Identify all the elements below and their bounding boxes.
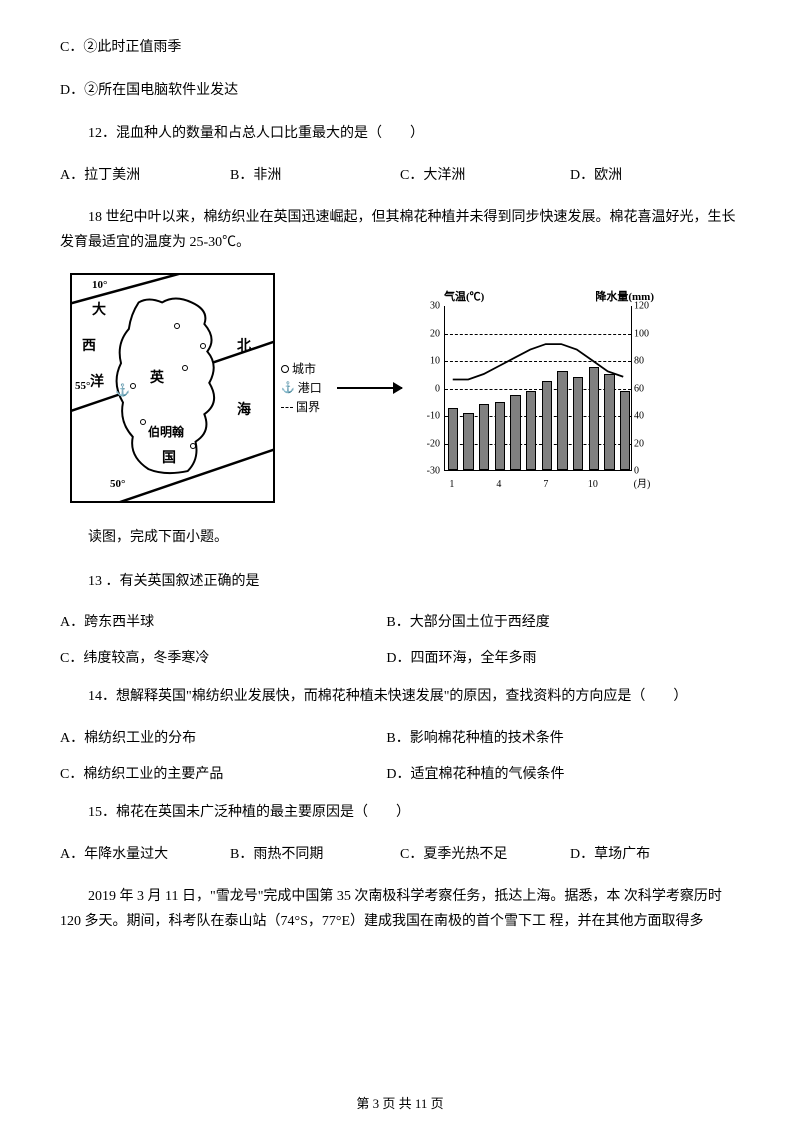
read-prompt: 读图，完成下面小题。 <box>60 525 740 550</box>
ytick-left: 20 <box>416 328 440 339</box>
passage-uk-cotton: 18 世纪中叶以来，棉纺织业在英国迅速崛起，但其棉花种植并未得到同步快速发展。棉… <box>60 205 740 255</box>
port-mark: ⚓ <box>115 383 130 398</box>
map-text-bei: 北 <box>237 339 251 356</box>
ytick-right: 80 <box>634 356 658 367</box>
map-text-bmh: 伯明翰 <box>148 423 184 440</box>
figure-container: 10° 55° 50° 大 西 洋 北 英 海 国 伯明翰 ⚓ 城市 ⚓港口 国… <box>70 273 740 503</box>
q14-row2: C．棉纺织工业的主要产品 D．适宜棉花种植的气候条件 <box>60 764 740 786</box>
q14-b: B．影响棉花种植的技术条件 <box>386 728 740 750</box>
q13-c: C．纬度较高，冬季寒冷 <box>60 648 386 670</box>
q15-a: A．年降水量过大 <box>60 844 230 866</box>
q12-stem: 12．混血种人的数量和占总人口比重最大的是（ ） <box>60 121 740 146</box>
lat-50: 50° <box>110 478 125 490</box>
chart-title-left: 气温(℃) <box>444 288 484 304</box>
ytick-left: -10 <box>416 411 440 422</box>
ytick-left: 0 <box>416 383 440 394</box>
xtick: 7 <box>543 479 548 490</box>
ytick-left: -20 <box>416 438 440 449</box>
ytick-left: 30 <box>416 301 440 312</box>
q12-a: A．拉丁美洲 <box>60 165 230 187</box>
prev-option-c: C．②此时正值雨季 <box>60 35 740 60</box>
q13-row2: C．纬度较高，冬季寒冷 D．四面环海，全年多雨 <box>60 648 740 670</box>
q13-a: A．跨东西半球 <box>60 612 386 634</box>
map-text-hai: 海 <box>237 403 251 420</box>
q13-row1: A．跨东西半球 B．大部分国土位于西经度 <box>60 612 740 634</box>
q12-c: C．大洋洲 <box>400 165 570 187</box>
ytick-right: 40 <box>634 411 658 422</box>
ytick-left: 10 <box>416 356 440 367</box>
map-text-yang: 洋 <box>90 375 104 392</box>
figure-arrow <box>337 387 402 389</box>
uk-map: 10° 55° 50° 大 西 洋 北 英 海 国 伯明翰 ⚓ <box>70 273 275 503</box>
map-text-da: 大 <box>92 303 106 320</box>
xtick: 10 <box>588 479 598 490</box>
lat-10: 10° <box>92 279 107 291</box>
q14-stem: 14．想解释英国"棉纺织业发展快，而棉花种植未快速发展"的原因，查找资料的方向应… <box>60 684 740 709</box>
q12-b: B．非洲 <box>230 165 400 187</box>
q15-b: B．雨热不同期 <box>230 844 400 866</box>
passage-xuelong: 2019 年 3 月 11 日，"雪龙号"完成中国第 35 次南极科学考察任务，… <box>60 884 740 934</box>
climate-chart: 气温(℃) 降水量(mm) 3020100-10-20-30 120100806… <box>410 288 660 488</box>
ytick-right: 120 <box>634 301 658 312</box>
xtick: 1 <box>449 479 454 490</box>
q12-options: A．拉丁美洲 B．非洲 C．大洋洲 D．欧洲 <box>60 165 740 187</box>
ytick-right: 20 <box>634 438 658 449</box>
xtick: 4 <box>496 479 501 490</box>
q13-stem: 13 ．有关英国叙述正确的是 <box>60 569 740 594</box>
map-text-xi: 西 <box>82 339 96 356</box>
q15-stem: 15．棉花在英国未广泛种植的最主要原因是（ ） <box>60 800 740 825</box>
q14-c: C．棉纺织工业的主要产品 <box>60 764 386 786</box>
q13-d: D．四面环海，全年多雨 <box>386 648 740 670</box>
q13-b: B．大部分国土位于西经度 <box>386 612 740 634</box>
map-legend: 城市 ⚓港口 国界 <box>281 360 329 418</box>
ytick-right: 100 <box>634 328 658 339</box>
page-footer: 第 3 页 共 11 页 <box>0 1093 800 1112</box>
q15-c: C．夏季光热不足 <box>400 844 570 866</box>
map-text-ying: 英 <box>150 371 164 388</box>
q15-d: D．草场广布 <box>570 844 740 866</box>
q14-row1: A．棉纺织工业的分布 B．影响棉花种植的技术条件 <box>60 728 740 750</box>
lat-55: 55° <box>75 380 90 392</box>
q12-d: D．欧洲 <box>570 165 740 187</box>
ytick-left: -30 <box>416 466 440 477</box>
prev-option-d: D．②所在国电脑软件业发达 <box>60 78 740 103</box>
q14-d: D．适宜棉花种植的气候条件 <box>386 764 740 786</box>
q14-a: A．棉纺织工业的分布 <box>60 728 386 750</box>
x-unit: (月) <box>634 475 651 490</box>
map-text-guo: 国 <box>162 451 176 468</box>
ytick-right: 60 <box>634 383 658 394</box>
q15-options: A．年降水量过大 B．雨热不同期 C．夏季光热不足 D．草场广布 <box>60 844 740 866</box>
